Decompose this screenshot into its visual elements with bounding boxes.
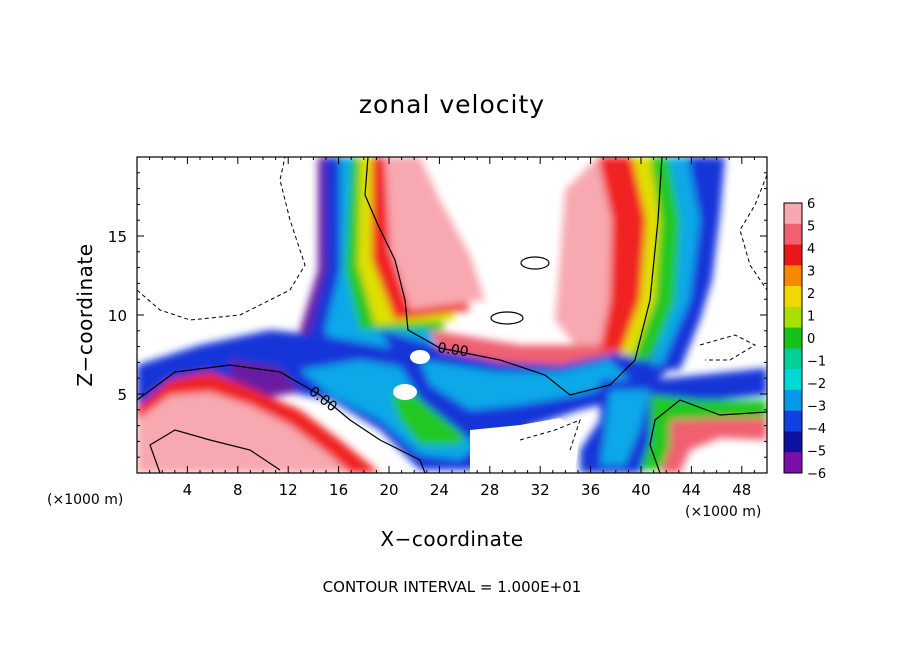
x-tick-label: 20 [379,481,398,499]
colorbar-label: 3 [807,265,815,280]
colorbar-swatch [784,244,802,266]
x-unit-label-left: (×1000 m) [47,492,123,508]
chart-title: zonal velocity [359,90,545,119]
colorbar-label: 5 [807,220,815,235]
band-rightlow-warm [660,418,767,473]
x-tick-label: 16 [329,481,348,499]
x-tick-label: 48 [732,481,751,499]
colorbar: 6 5 4 3 2 1 0 −1 −2 −3 −4 −5 −6 [783,197,826,482]
x-tick-label: 44 [682,481,701,499]
dashed-contour-right [739,174,767,291]
zero-contour-left [364,157,663,396]
colorbar-label: 1 [807,310,815,325]
band-lowleft-pink [137,392,350,473]
colorbar-label: 4 [807,242,815,257]
x-tick-label: 32 [531,481,550,499]
colorbar-swatch [784,327,802,349]
colorbar-label: −1 [807,355,826,370]
y-axis: 5 10 15 [108,172,767,458]
colorbar-label: −3 [807,400,826,415]
contour-lowleft [149,429,281,473]
colorbar-label: −2 [807,377,826,392]
y-tick-label: 5 [117,386,127,404]
colorbar-swatch [784,369,802,391]
band-right-red [598,157,650,350]
colorbar-label: 2 [807,287,815,302]
colorbar-swatch [784,389,802,412]
colorbar-swatch [784,410,802,432]
colorbar-swatch [784,286,802,308]
dashed-contour-rightlow [699,334,757,361]
colorbar-swatch [784,265,802,287]
contour-right-loop [649,399,767,473]
x-tick-label: 4 [183,481,193,499]
closed-contour-1 [490,311,524,325]
band-right-green [632,157,688,360]
x-tick-label: 40 [631,481,650,499]
y-axis-title: Z−coordinate [73,243,97,386]
colorbar-frame [783,202,803,474]
x-axis: 4 8 12 16 20 24 28 32 36 40 44 48 [149,157,755,499]
zero-contour-low [137,364,426,473]
x-axis-title: X−coordinate [380,527,523,551]
y-tick-label: 10 [108,307,127,325]
contour-label-1: 0.00 [436,340,469,360]
x-tick-label: 12 [279,481,298,499]
colorbar-swatch [784,431,802,453]
colorbar-swatch [784,223,802,246]
hole-2 [410,350,430,364]
colorbar-swatch [784,348,802,370]
dashed-contour-lower [519,419,581,451]
colorbar-label: −6 [807,467,826,482]
y-tick-label: 15 [108,228,127,246]
lower-white-region [470,418,580,473]
velocity-field [137,157,767,473]
closed-contour-2 [520,256,550,270]
x-tick-label: 28 [480,481,499,499]
band-right-blue [660,157,725,370]
colorbar-label: 6 [807,197,815,212]
x-unit-label-right: (×1000 m) [685,504,761,520]
colorbar-swatch [784,306,802,329]
band-center-warm [430,300,650,365]
x-tick-label: 8 [233,481,243,499]
x-tick-label: 24 [430,481,449,499]
colorbar-swatch [784,203,802,225]
colorbar-label: −4 [807,422,826,437]
band-center-cyan [420,360,630,410]
dashed-contour-left [137,157,306,321]
colorbar-label: −5 [807,445,826,460]
x-tick-label: 36 [581,481,600,499]
hole-1 [393,384,417,400]
colorbar-label: 0 [807,332,815,347]
colorbar-swatch [784,452,802,474]
band-rightlow-cyan [600,390,650,465]
band-6 [385,157,485,310]
contour-interval-footer: CONTOUR INTERVAL = 1.000E+01 [323,578,582,596]
